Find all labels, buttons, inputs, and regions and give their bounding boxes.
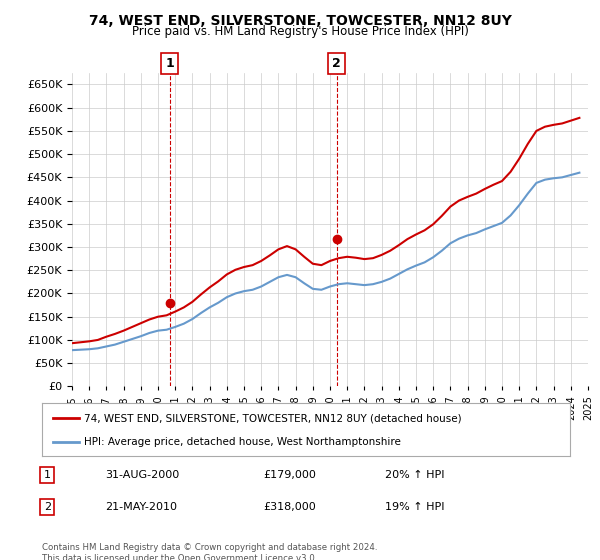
Text: 19% ↑ HPI: 19% ↑ HPI [385,502,445,512]
Text: 1: 1 [165,57,174,70]
Text: 31-AUG-2000: 31-AUG-2000 [106,470,179,480]
Text: £318,000: £318,000 [264,502,317,512]
Text: £179,000: £179,000 [264,470,317,480]
Text: Contains HM Land Registry data © Crown copyright and database right 2024.
This d: Contains HM Land Registry data © Crown c… [42,543,377,560]
Text: 74, WEST END, SILVERSTONE, TOWCESTER, NN12 8UY: 74, WEST END, SILVERSTONE, TOWCESTER, NN… [89,14,511,28]
Text: 2: 2 [44,502,51,512]
Text: 2: 2 [332,57,341,70]
Text: 21-MAY-2010: 21-MAY-2010 [106,502,178,512]
Text: 20% ↑ HPI: 20% ↑ HPI [385,470,445,480]
Text: HPI: Average price, detached house, West Northamptonshire: HPI: Average price, detached house, West… [84,436,401,446]
Text: 74, WEST END, SILVERSTONE, TOWCESTER, NN12 8UY (detached house): 74, WEST END, SILVERSTONE, TOWCESTER, NN… [84,413,462,423]
Text: Price paid vs. HM Land Registry's House Price Index (HPI): Price paid vs. HM Land Registry's House … [131,25,469,38]
Text: 1: 1 [44,470,51,480]
